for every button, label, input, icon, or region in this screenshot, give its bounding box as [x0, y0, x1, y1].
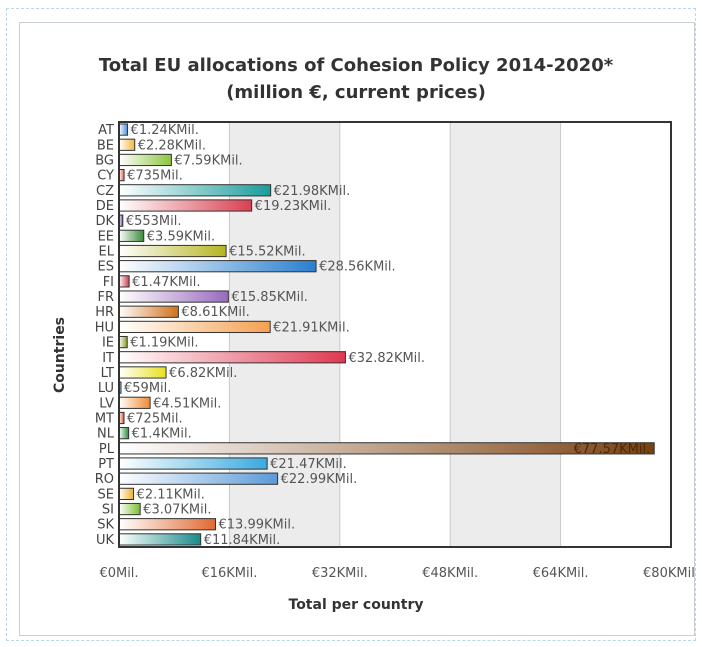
bar-be[interactable] [118, 138, 136, 151]
category-label: ES [98, 260, 114, 275]
bar-ro[interactable] [118, 472, 279, 485]
x-tick-label: €0Mil. [99, 566, 138, 581]
data-label: €6.82KMil. [169, 366, 237, 381]
data-label: €11.84KMil. [204, 533, 281, 548]
bar-ie[interactable] [118, 335, 128, 349]
plot-border [118, 121, 672, 548]
category-label: PT [98, 457, 114, 472]
bar-fi[interactable] [118, 275, 130, 288]
bar-bg[interactable] [118, 153, 172, 167]
category-label: AT [98, 123, 114, 138]
category-labels: ATBEBGCYCZDEDKEEELESFIFRHRHUIEITLTLULVMT… [95, 123, 115, 548]
data-label: €19.23KMil. [255, 199, 332, 214]
bar-chart: Total EU allocations of Cohesion Policy … [52, 55, 696, 613]
x-axis-label: Total per country [289, 597, 424, 613]
bar-it[interactable] [118, 351, 346, 364]
category-label: HU [95, 320, 114, 335]
bar-hr[interactable] [118, 305, 179, 318]
bars [118, 123, 655, 546]
data-label: €735Mil. [127, 169, 183, 184]
data-label: €1.19KMil. [130, 336, 198, 351]
bar-es[interactable] [118, 260, 317, 273]
category-label: SE [98, 487, 114, 502]
bar-hu[interactable] [118, 320, 271, 334]
data-label: €2.28KMil. [138, 138, 206, 153]
category-label: IE [102, 336, 114, 351]
category-label: HR [95, 305, 114, 320]
bar-uk[interactable] [118, 533, 202, 546]
data-label: €2.11KMil. [137, 487, 205, 502]
category-label: SI [102, 503, 114, 518]
category-label: BE [97, 138, 114, 153]
bar-se[interactable] [118, 487, 135, 500]
chart-title: Total EU allocations of Cohesion Policy … [99, 55, 614, 76]
data-label: €22.99KMil. [281, 472, 358, 487]
category-label: IT [102, 351, 114, 366]
data-label: €553Mil. [126, 214, 182, 229]
category-label: FR [97, 290, 114, 305]
category-label: UK [96, 533, 115, 548]
category-label: CZ [96, 184, 114, 199]
bar-nl[interactable] [118, 427, 130, 440]
category-label: BG [95, 153, 114, 168]
bar-de[interactable] [118, 199, 253, 212]
x-tick-label: €48KMil. [422, 566, 478, 581]
data-label: €1.4KMil. [132, 427, 192, 442]
x-tick-labels: €0Mil. €16KMil. €32KMil. €48KMil. €64KMil. €8… [99, 566, 696, 581]
category-label: DK [95, 214, 114, 229]
data-label: €725Mil. [127, 411, 183, 426]
bar-el[interactable] [118, 244, 227, 258]
x-tick-label: €32KMil. [312, 566, 368, 581]
bar-si[interactable] [118, 502, 141, 516]
category-label: CY [97, 169, 114, 184]
x-tick-label: €64KMil. [533, 566, 589, 581]
category-label: FI [103, 275, 114, 290]
chart-subtitle: (million €, current prices) [226, 82, 486, 103]
data-label: €28.56KMil. [319, 260, 396, 275]
category-label: MT [95, 411, 114, 426]
data-label: €1.47KMil. [132, 275, 200, 290]
x-tick-label: €80KMil. [643, 566, 696, 581]
category-label: RO [95, 472, 114, 487]
data-labels: €1.24KMil.€2.28KMil.€7.59KMil.€735Mil. €2… [124, 123, 650, 548]
bar-lt[interactable] [118, 366, 167, 379]
bar-cz[interactable] [118, 184, 272, 197]
category-label: LV [99, 396, 114, 411]
data-label: €21.98KMil. [274, 184, 351, 199]
bar-at[interactable] [118, 123, 129, 136]
data-label: €8.61KMil. [181, 305, 249, 320]
data-label: €59Mil. [124, 381, 171, 396]
data-label: €21.91KMil. [273, 320, 350, 335]
category-label: EL [99, 245, 115, 260]
category-label: NL [97, 427, 115, 442]
category-label: PL [99, 442, 115, 457]
data-label: €32.82KMil. [348, 351, 425, 366]
data-label: €13.99KMil. [219, 518, 296, 533]
y-axis-label: Countries [52, 317, 68, 393]
data-label: €3.07KMil. [143, 503, 211, 518]
category-label: LU [98, 381, 114, 396]
data-label: €1.24KMil. [131, 123, 199, 138]
chart-panel: Total EU allocations of Cohesion Policy … [19, 22, 696, 636]
data-label: €15.52KMil. [229, 245, 306, 260]
data-label: €21.47KMil. [270, 457, 347, 472]
category-label: LT [101, 366, 114, 381]
bar-fr[interactable] [118, 290, 229, 303]
bar-pt[interactable] [118, 457, 268, 470]
data-label: €3.59KMil. [147, 229, 215, 244]
x-tick-label: €16KMil. [201, 566, 257, 581]
data-label: €77.57KMil. [574, 442, 651, 457]
bar-ee[interactable] [118, 229, 145, 242]
data-label: €15.85KMil. [231, 290, 308, 305]
category-label: DE [96, 199, 114, 214]
bar-sk[interactable] [118, 518, 217, 531]
outer-frame [6, 8, 696, 641]
plot-band [450, 122, 561, 547]
category-label: SK [97, 518, 114, 533]
data-label: €7.59KMil. [174, 153, 242, 168]
category-label: EE [98, 229, 114, 244]
bar-lv[interactable] [118, 396, 151, 409]
data-label: €4.51KMil. [153, 396, 221, 411]
